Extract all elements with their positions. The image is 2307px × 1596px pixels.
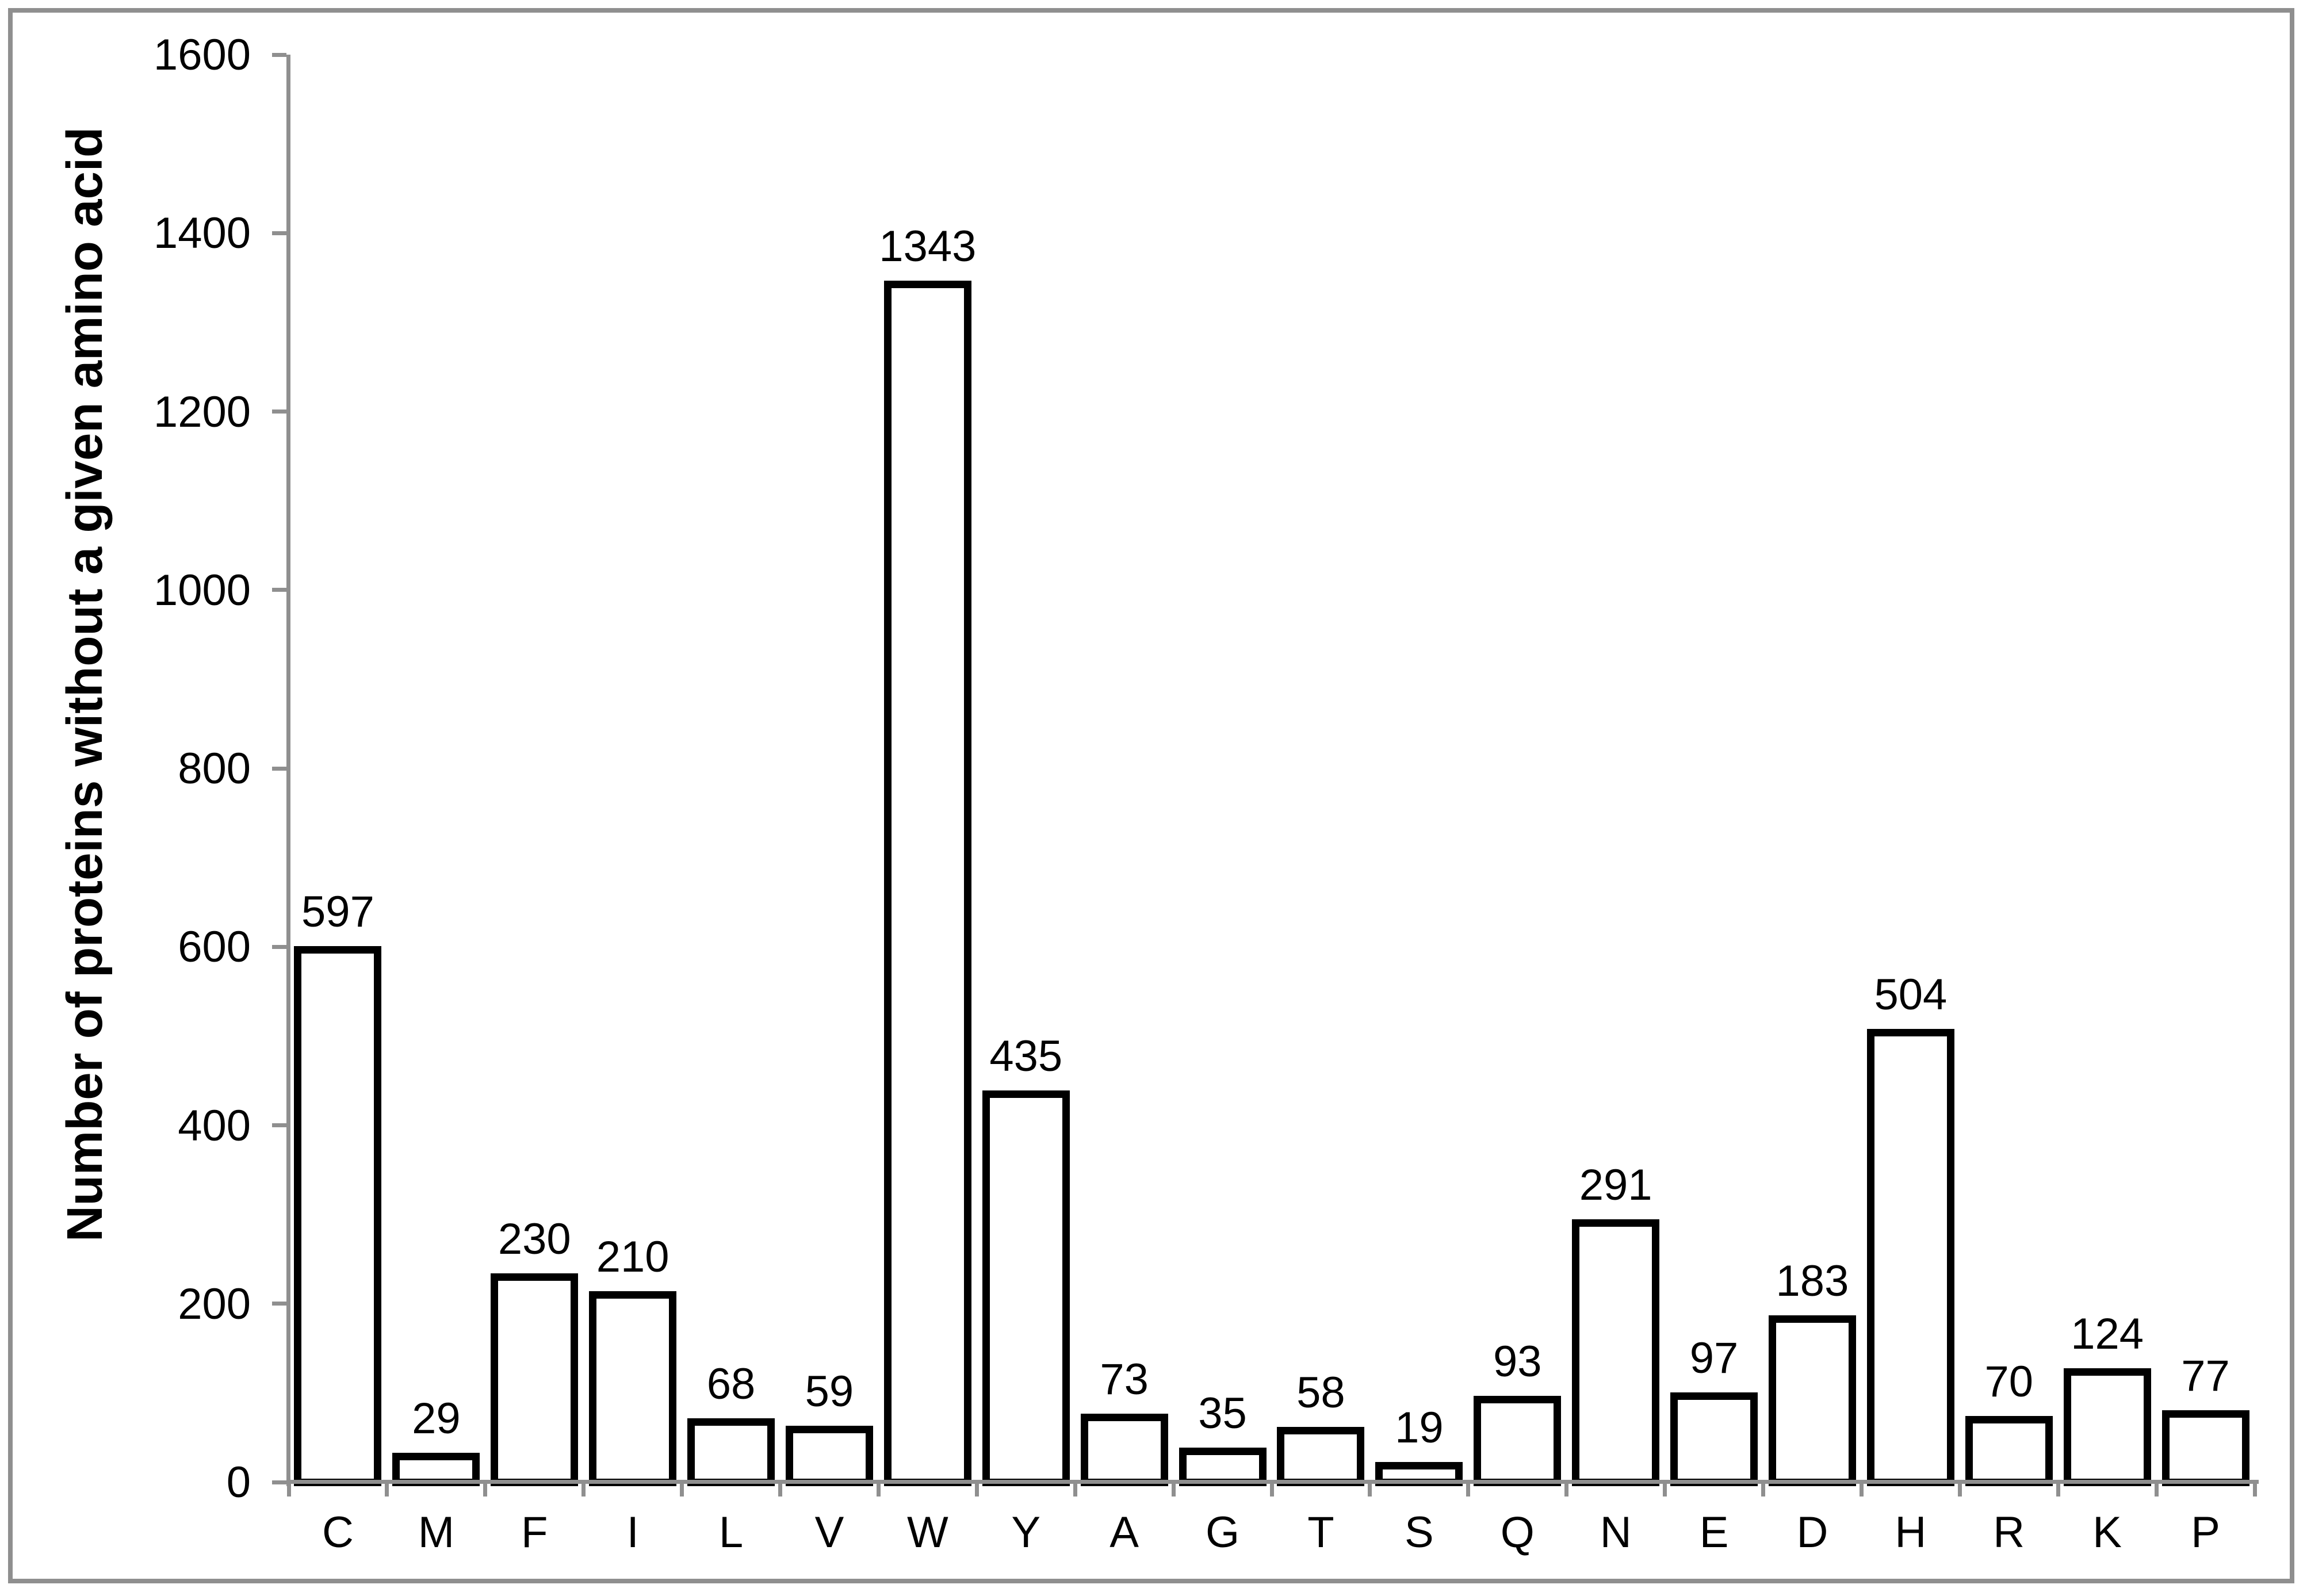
y-axis-title: Number of proteins without a given amino…: [57, 127, 113, 1242]
x-axis-line: [286, 1480, 2259, 1484]
x-tick-mark: [1957, 1482, 1962, 1497]
y-tick-mark: [272, 944, 286, 949]
x-category-label-G: G: [1205, 1508, 1240, 1557]
x-tick-mark: [2252, 1482, 2257, 1497]
x-category-label-C: C: [322, 1508, 354, 1557]
y-tick-label: 200: [178, 1279, 251, 1329]
bar-value-label-F: 230: [498, 1215, 571, 1264]
y-tick-label: 800: [178, 744, 251, 793]
bar-value-label-Y: 435: [989, 1032, 1063, 1081]
bar-value-label-Q: 93: [1493, 1337, 1542, 1386]
x-category-label-W: W: [906, 1508, 948, 1557]
x-category-label-N: N: [1600, 1508, 1632, 1557]
y-tick-label: 1400: [153, 209, 251, 258]
bar-H: [1866, 1029, 1954, 1486]
x-tick-mark: [483, 1482, 488, 1497]
bar-value-label-R: 70: [1984, 1357, 2034, 1407]
x-tick-mark: [778, 1482, 782, 1497]
x-category-label-R: R: [1993, 1508, 2025, 1557]
bar-R: [1965, 1416, 2053, 1486]
y-tick-mark: [272, 231, 286, 235]
x-category-label-A: A: [1109, 1508, 1139, 1557]
x-tick-mark: [1368, 1482, 1372, 1497]
bar-C: [294, 946, 382, 1486]
bar-W: [883, 280, 971, 1486]
y-tick-mark: [272, 1302, 286, 1306]
x-category-label-E: E: [1699, 1508, 1729, 1557]
y-axis-line: [286, 55, 290, 1486]
y-tick-mark: [272, 409, 286, 414]
x-category-label-L: L: [718, 1508, 744, 1557]
x-tick-mark: [1761, 1482, 1765, 1497]
x-category-label-P: P: [2191, 1508, 2220, 1557]
x-category-label-F: F: [521, 1508, 548, 1557]
bar-N: [1572, 1219, 1660, 1486]
x-category-label-S: S: [1404, 1508, 1434, 1557]
figure-border: [8, 8, 2294, 1583]
bar-A: [1080, 1413, 1168, 1486]
x-tick-mark: [385, 1482, 389, 1497]
bar-value-label-H: 504: [1874, 970, 1948, 1020]
x-category-label-I: I: [626, 1508, 639, 1557]
bar-value-label-N: 291: [1579, 1160, 1652, 1210]
x-category-label-Q: Q: [1500, 1508, 1535, 1557]
x-tick-mark: [680, 1482, 684, 1497]
bar-value-label-T: 58: [1296, 1368, 1345, 1418]
bar-value-label-K: 124: [2071, 1309, 2144, 1358]
bar-Q: [1474, 1395, 1562, 1486]
y-tick-mark: [272, 52, 286, 57]
x-tick-mark: [1269, 1482, 1274, 1497]
bar-F: [491, 1273, 579, 1486]
y-tick-label: 1000: [153, 565, 251, 615]
x-category-label-T: T: [1307, 1508, 1334, 1557]
x-category-label-M: M: [418, 1508, 454, 1557]
x-tick-mark: [1859, 1482, 1864, 1497]
bar-E: [1670, 1392, 1758, 1486]
x-category-label-V: V: [814, 1508, 844, 1557]
bar-value-label-S: 19: [1395, 1403, 1444, 1452]
bar-V: [785, 1426, 873, 1486]
bar-D: [1768, 1315, 1856, 1486]
bar-value-label-W: 1343: [879, 221, 977, 271]
bar-T: [1277, 1427, 1365, 1486]
x-category-label-D: D: [1796, 1508, 1828, 1557]
bar-value-label-D: 183: [1776, 1257, 1849, 1306]
x-tick-mark: [581, 1482, 586, 1497]
x-tick-mark: [1073, 1482, 1077, 1497]
y-tick-mark: [272, 1480, 286, 1484]
x-tick-mark: [1466, 1482, 1471, 1497]
y-tick-mark: [272, 766, 286, 771]
x-tick-mark: [876, 1482, 881, 1497]
bar-value-label-E: 97: [1689, 1333, 1739, 1383]
x-tick-mark: [2056, 1482, 2060, 1497]
y-tick-label: 1200: [153, 387, 251, 437]
bar-value-label-G: 35: [1198, 1388, 1247, 1438]
bar-value-label-P: 77: [2181, 1351, 2230, 1400]
x-tick-mark: [1663, 1482, 1667, 1497]
y-tick-label: 400: [178, 1101, 251, 1150]
x-tick-mark: [1564, 1482, 1569, 1497]
x-tick-mark: [2154, 1482, 2159, 1497]
x-tick-mark: [974, 1482, 979, 1497]
bar-value-label-M: 29: [412, 1394, 461, 1443]
bar-value-label-I: 210: [596, 1233, 669, 1282]
bar-value-label-C: 597: [301, 887, 374, 936]
bar-value-label-V: 59: [805, 1367, 854, 1417]
x-tick-mark: [286, 1482, 291, 1497]
y-tick-mark: [272, 588, 286, 592]
y-tick-label: 1600: [153, 30, 251, 79]
x-tick-mark: [1171, 1482, 1176, 1497]
x-category-label-K: K: [2092, 1508, 2122, 1557]
bar-value-label-A: 73: [1100, 1354, 1149, 1404]
bar-value-label-L: 68: [706, 1359, 756, 1409]
y-tick-label: 0: [226, 1458, 251, 1507]
bar-P: [2161, 1410, 2249, 1486]
x-category-label-H: H: [1895, 1508, 1927, 1557]
y-tick-label: 600: [178, 923, 251, 972]
bar-Y: [982, 1090, 1070, 1486]
x-category-label-Y: Y: [1011, 1508, 1041, 1557]
y-tick-mark: [272, 1123, 286, 1127]
bar-L: [687, 1418, 775, 1486]
